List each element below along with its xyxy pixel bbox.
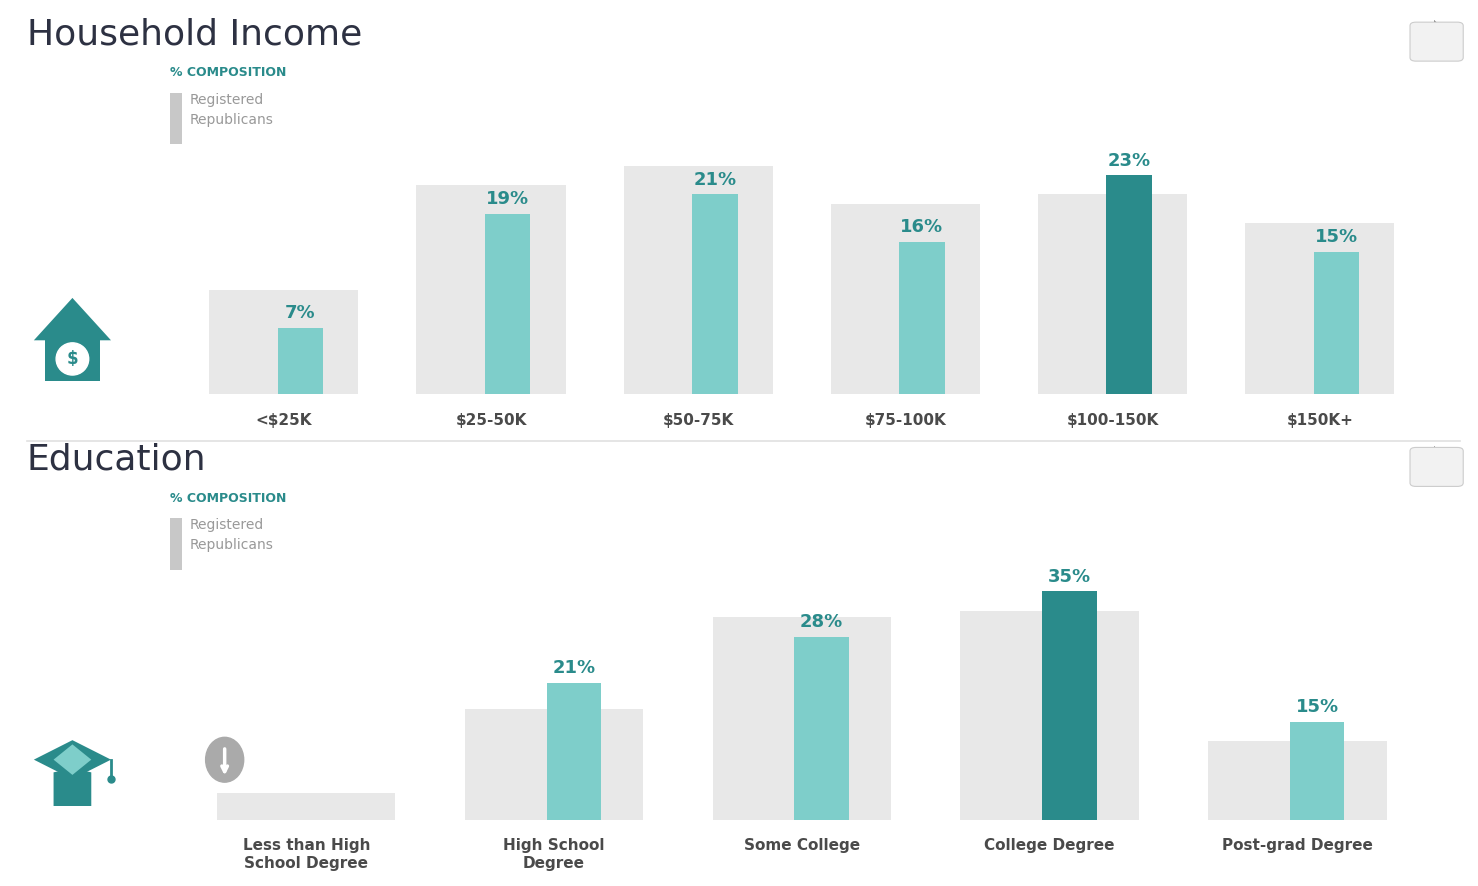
Polygon shape: [53, 768, 92, 806]
Bar: [692, 195, 738, 394]
Text: $50-75K: $50-75K: [662, 413, 735, 428]
Text: ›: ›: [1432, 15, 1441, 35]
Bar: [712, 618, 891, 820]
Polygon shape: [44, 337, 101, 381]
Bar: [1208, 742, 1386, 820]
Bar: [961, 610, 1140, 820]
Text: <$25K: <$25K: [256, 413, 312, 428]
Text: Less than High
School Degree: Less than High School Degree: [242, 838, 370, 872]
Bar: [1314, 252, 1360, 394]
Bar: [1244, 223, 1394, 394]
Text: Education: Education: [27, 443, 207, 477]
Bar: [1038, 195, 1187, 394]
Text: High School
Degree: High School Degree: [504, 838, 605, 872]
Text: 15%: 15%: [1296, 698, 1339, 716]
Text: 28%: 28%: [800, 613, 844, 631]
Bar: [1290, 722, 1345, 820]
Bar: [831, 204, 980, 394]
Circle shape: [56, 343, 89, 375]
Text: $100-150K: $100-150K: [1067, 413, 1159, 428]
Text: College Degree: College Degree: [984, 838, 1114, 853]
Text: 35%: 35%: [1048, 568, 1091, 586]
Text: Some College: Some College: [743, 838, 860, 853]
Text: 21%: 21%: [553, 659, 596, 677]
Text: % COMPOSITION: % COMPOSITION: [170, 492, 287, 505]
Text: $150K+: $150K+: [1286, 413, 1354, 428]
Circle shape: [205, 737, 244, 782]
Text: % COMPOSITION: % COMPOSITION: [170, 66, 287, 80]
Bar: [217, 794, 396, 820]
Text: Household Income: Household Income: [27, 18, 362, 51]
Text: $75-100K: $75-100K: [865, 413, 946, 428]
Text: $25-50K: $25-50K: [455, 413, 526, 428]
Bar: [417, 185, 566, 394]
Polygon shape: [34, 298, 111, 340]
Polygon shape: [53, 744, 92, 775]
Text: ›: ›: [1432, 440, 1441, 460]
Text: 16%: 16%: [900, 218, 943, 237]
Text: 7%: 7%: [285, 304, 316, 322]
Text: Registered
Republicans: Registered Republicans: [189, 93, 273, 127]
Bar: [210, 290, 359, 394]
Text: 19%: 19%: [486, 190, 529, 208]
Text: 21%: 21%: [693, 171, 736, 189]
Text: $: $: [67, 349, 78, 368]
Bar: [899, 242, 944, 394]
Text: Registered
Republicans: Registered Republicans: [189, 518, 273, 552]
Bar: [1107, 175, 1151, 394]
Bar: [794, 637, 848, 820]
Bar: [466, 709, 643, 820]
Bar: [1042, 591, 1097, 820]
Text: 15%: 15%: [1315, 228, 1358, 246]
Bar: [624, 166, 773, 394]
Text: Post-grad Degree: Post-grad Degree: [1222, 838, 1373, 853]
Bar: [485, 214, 531, 394]
Polygon shape: [34, 740, 111, 779]
Bar: [547, 682, 602, 820]
Text: 23%: 23%: [1107, 152, 1151, 170]
Bar: [278, 328, 324, 394]
